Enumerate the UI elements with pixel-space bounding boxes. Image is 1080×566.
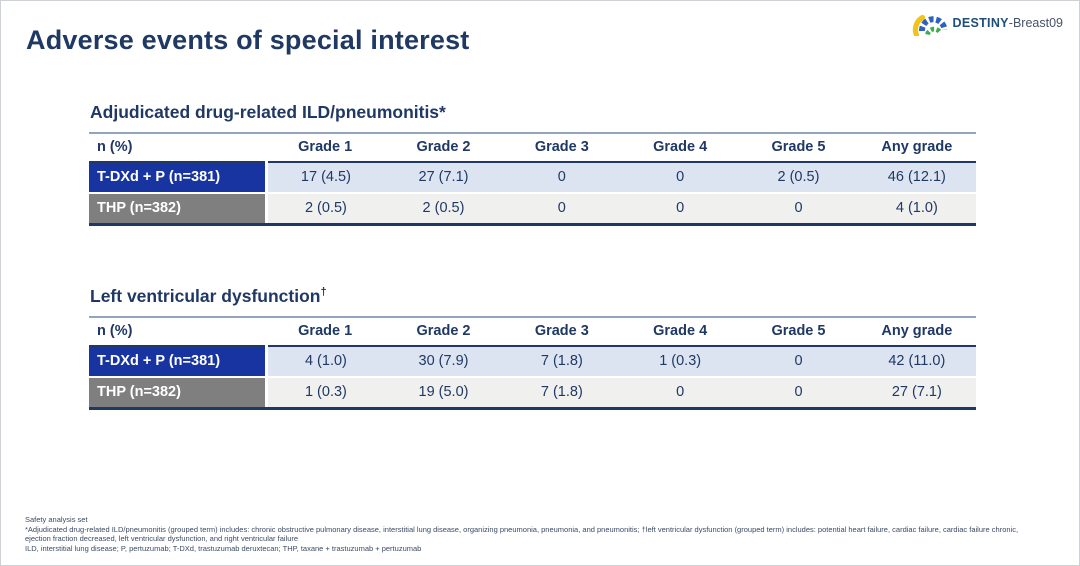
table-heading-lvd: Left ventricular dysfunction†	[90, 286, 976, 307]
lvd-header-row: n (%) Grade 1 Grade 2 Grade 3 Grade 4 Grade 5…	[89, 316, 976, 347]
column-header: Grade 2	[384, 316, 503, 347]
column-header: Any grade	[857, 316, 976, 347]
column-header: Any grade	[857, 132, 976, 163]
column-header: Grade 1	[266, 132, 385, 163]
data-cell: 1 (0.3)	[620, 346, 740, 378]
table-row: THP (n=382) 2 (0.5) 2 (0.5) 0 0 0 4 (1.0)	[89, 193, 976, 226]
row-label: THP (n=382)	[89, 193, 268, 226]
data-cell: 2 (0.5)	[384, 193, 503, 226]
data-cell: 0	[620, 193, 740, 226]
lvd-table: n (%) Grade 1 Grade 2 Grade 3 Grade 4 Grade 5…	[89, 316, 976, 410]
destiny-fan-icon	[912, 14, 948, 36]
table-heading-ild: Adjudicated drug-related ILD/pneumonitis…	[90, 102, 976, 123]
column-header: Grade 1	[266, 316, 385, 347]
table-section-lvd: Left ventricular dysfunction† n (%) Grade…	[89, 286, 976, 410]
column-header: n (%)	[89, 132, 266, 163]
data-cell: 0	[739, 377, 858, 410]
footnote-line: ILD, interstitial lung disease; P, pertu…	[25, 544, 422, 554]
column-header: Grade 4	[620, 132, 740, 163]
row-label: T-DXd + P (n=381)	[89, 346, 268, 378]
data-cell: 2 (0.5)	[739, 162, 858, 194]
data-cell: 42 (11.0)	[857, 346, 976, 378]
data-cell: 19 (5.0)	[384, 377, 503, 410]
data-cell: 0	[502, 193, 621, 226]
data-cell: 7 (1.8)	[502, 346, 621, 378]
data-cell: 2 (0.5)	[266, 193, 385, 226]
table-heading-ild-text: Adjudicated drug-related ILD/pneumonitis…	[90, 102, 446, 122]
logo-suffix: -Breast09	[1008, 16, 1063, 30]
footnotes: Safety analysis set *Adjudicated drug-re…	[25, 515, 1039, 554]
logo-name: DESTINY	[952, 16, 1009, 30]
data-cell: 27 (7.1)	[384, 162, 503, 194]
column-header: Grade 5	[739, 132, 858, 163]
column-header: Grade 4	[620, 316, 740, 347]
footnote-line: Safety analysis set	[25, 514, 88, 524]
slide-content: Adjudicated drug-related ILD/pneumonitis…	[89, 102, 976, 410]
table-section-ild: Adjudicated drug-related ILD/pneumonitis…	[89, 102, 976, 226]
table-row: THP (n=382) 1 (0.3) 19 (5.0) 7 (1.8) 0 0 27 (7…	[89, 377, 976, 410]
table-row: T-DXd + P (n=381) 4 (1.0) 30 (7.9) 7 (1.8) 1…	[89, 346, 976, 378]
data-cell: 0	[620, 377, 740, 410]
column-header: Grade 5	[739, 316, 858, 347]
study-logo-text: DESTINY-Breast09	[953, 16, 1063, 30]
footnote-line: *Adjudicated drug-related ILD/pneumoniti…	[25, 524, 1019, 544]
data-cell: 30 (7.9)	[384, 346, 503, 378]
data-cell: 0	[502, 162, 621, 194]
data-cell: 0	[620, 162, 740, 194]
data-cell: 17 (4.5)	[266, 162, 385, 194]
data-cell: 0	[739, 193, 858, 226]
column-header: Grade 3	[502, 132, 621, 163]
study-logo: DESTINY-Breast09	[912, 10, 1063, 36]
column-header: Grade 3	[502, 316, 621, 347]
ild-table: n (%) Grade 1 Grade 2 Grade 3 Grade 4 Grade 5…	[89, 132, 976, 226]
data-cell: 27 (7.1)	[857, 377, 976, 410]
table-row: T-DXd + P (n=381) 17 (4.5) 27 (7.1) 0 0 2 (0.…	[89, 162, 976, 194]
data-cell: 0	[739, 346, 858, 378]
column-header: Grade 2	[384, 132, 503, 163]
ild-header-row: n (%) Grade 1 Grade 2 Grade 3 Grade 4 Grade 5…	[89, 132, 976, 163]
data-cell: 46 (12.1)	[857, 162, 976, 194]
data-cell: 4 (1.0)	[266, 346, 385, 378]
row-label: T-DXd + P (n=381)	[89, 162, 268, 194]
slide-title: Adverse events of special interest	[26, 25, 470, 55]
data-cell: 1 (0.3)	[266, 377, 385, 410]
data-cell: 7 (1.8)	[502, 377, 621, 410]
column-header: n (%)	[89, 316, 266, 347]
row-label: THP (n=382)	[89, 377, 268, 410]
data-cell: 4 (1.0)	[857, 193, 976, 226]
table-heading-lvd-sup: †	[320, 286, 327, 299]
table-heading-lvd-text: Left ventricular dysfunction	[90, 286, 321, 306]
